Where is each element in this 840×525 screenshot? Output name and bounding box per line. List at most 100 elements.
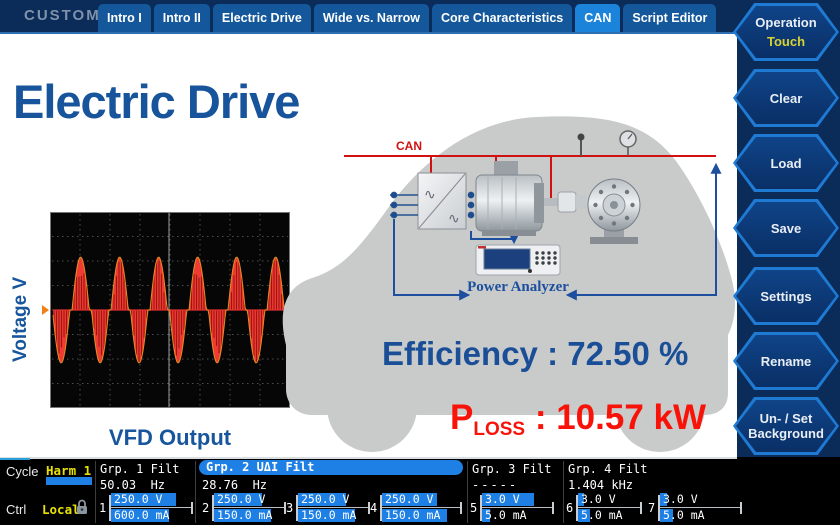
voltage-bar [382,493,437,506]
range-line [380,507,462,508]
button-face-operation: Operation Touch [736,6,836,58]
channel-number: 2 [202,501,210,515]
channel-3[interactable]: 3 250.0 V 150.0 mA [286,493,370,523]
top-tab-bar: CUSTOM Intro I Intro II Electric Drive Wide… [0,0,840,32]
range-start-tick [380,495,382,521]
tab-core-characteristics[interactable]: Core Characteristics [431,4,573,32]
voltage-value: 250.0 V [217,492,266,506]
button-settings[interactable]: Settings [733,267,839,325]
voltage-value: 250.0 V [301,492,350,506]
page-title: Electric Drive [13,75,300,128]
group-frequency-2: 28.76 Hz [202,478,268,492]
tab-electric-drive[interactable]: Electric Drive [212,4,311,32]
button-label: Operation [755,15,817,30]
range-line [658,507,742,508]
channel-5[interactable]: 5 3.0 V 5.0 mA [470,493,554,523]
range-line [212,507,286,508]
channel-6[interactable]: 6 3.0 V 5.0 mA [566,493,642,523]
button-face-clear: Clear [736,72,836,124]
channel-7[interactable]: 7 3.0 V 5.0 mA [648,493,742,523]
group-header-2[interactable]: Grp. 2 UΔI Filt [199,460,463,475]
current-bar [660,509,673,522]
range-start-tick [212,495,214,521]
cycle-progress-bar [46,477,92,485]
channel-bracket: 3.0 V 5.0 mA [658,493,742,523]
range-line [296,507,370,508]
group-frequency-1: 50.03 Hz [100,478,166,492]
channel-4[interactable]: 4 250.0 V 150.0 mA [370,493,462,523]
channel-1[interactable]: 1 250.0 V 600.0 mA [99,493,193,523]
ploss-value: 10.57 kW [556,398,707,437]
current-value: 5.0 mA [663,508,705,522]
efficiency-value: 72.50 % [567,335,689,372]
group-header-4[interactable]: Grp. 4 Filt [568,462,648,476]
current-value: 5.0 mA [485,508,527,522]
efficiency-readout: Efficiency : 72.50 % [382,335,689,372]
channel-number: 3 [286,501,294,515]
temperature-sensor-icon [577,133,585,156]
button-face-save: Save [736,202,836,254]
button-clear[interactable]: Clear [733,69,839,127]
tab-can[interactable]: CAN [575,4,621,32]
channel-number: 6 [566,501,574,515]
button-face-un-set-background: Un- / Set Background [736,400,836,452]
group-separator [563,461,564,523]
current-bar [214,509,271,522]
main-content: Electric Drive Voltage V VFD Output [0,32,737,457]
button-face-settings: Settings [736,270,836,322]
tab-intro-i[interactable]: Intro I [98,4,151,32]
group-header-1[interactable]: Grp. 1 Filt [100,462,180,476]
ctrl-mode-value[interactable]: Local [42,502,80,517]
status-bar: Cycle Harm 1 Ctrl Local Grp. 1 Filt 50.03… [0,457,840,525]
voltage-bar [660,493,667,506]
range-end-tick [552,502,554,514]
group-separator [95,461,96,523]
current-value: 150.0 mA [385,508,441,522]
button-operation[interactable]: Operation Touch [733,3,839,61]
tab-wide-vs-narrow[interactable]: Wide vs. Narrow [313,4,429,32]
range-line [480,507,554,508]
vfd-scope-display [42,212,290,408]
range-start-tick [296,495,298,521]
power-analyzer-label: Power Analyzer [467,279,569,295]
current-bar [111,509,169,522]
current-value: 5.0 mA [581,508,623,522]
button-rename[interactable]: Rename [733,332,839,390]
range-start-tick [576,495,578,521]
zero-level-marker-icon [42,305,49,315]
svg-text:∿: ∿ [424,186,436,202]
button-label: Un- / Set Background [748,411,824,441]
tab-intro-ii[interactable]: Intro II [153,4,210,32]
voltage-value: 250.0 V [385,492,434,506]
cycle-label: Cycle [6,464,39,479]
load-machine [587,178,641,244]
channel-bracket: 250.0 V 600.0 mA [109,493,193,523]
group-separator [195,461,196,523]
range-start-tick [109,495,111,521]
button-save[interactable]: Save [733,199,839,257]
range-start-tick [658,495,660,521]
group-frequency-3: ----- [472,478,519,492]
statusbar-divider [0,457,737,459]
svg-text:∿: ∿ [448,210,460,226]
range-end-tick [191,502,193,514]
group-header-3[interactable]: Grp. 3 Filt [472,462,552,476]
range-end-tick [284,502,286,514]
tab-script-editor[interactable]: Script Editor [623,4,717,32]
statusbar-accent-line [0,458,30,460]
lock-icon[interactable] [75,499,89,516]
button-load[interactable]: Load [733,134,839,192]
range-end-tick [460,502,462,514]
vfd-waveform-chart [50,212,290,408]
current-value: 150.0 mA [301,508,357,522]
voltage-value: 3.0 V [485,492,520,506]
shaft-coupling [544,191,586,213]
button-un-set-background[interactable]: Un- / Set Background [733,397,839,455]
cycle-mode-value[interactable]: Harm 1 [46,463,92,478]
voltage-value: 3.0 V [581,492,616,506]
channel-bracket: 250.0 V 150.0 mA [212,493,286,523]
channel-2[interactable]: 2 250.0 V 150.0 mA [202,493,286,523]
tab-strip: Intro I Intro II Electric Drive Wide vs. Na… [98,0,717,32]
inverter-box: ∿ ∿ [417,172,467,230]
